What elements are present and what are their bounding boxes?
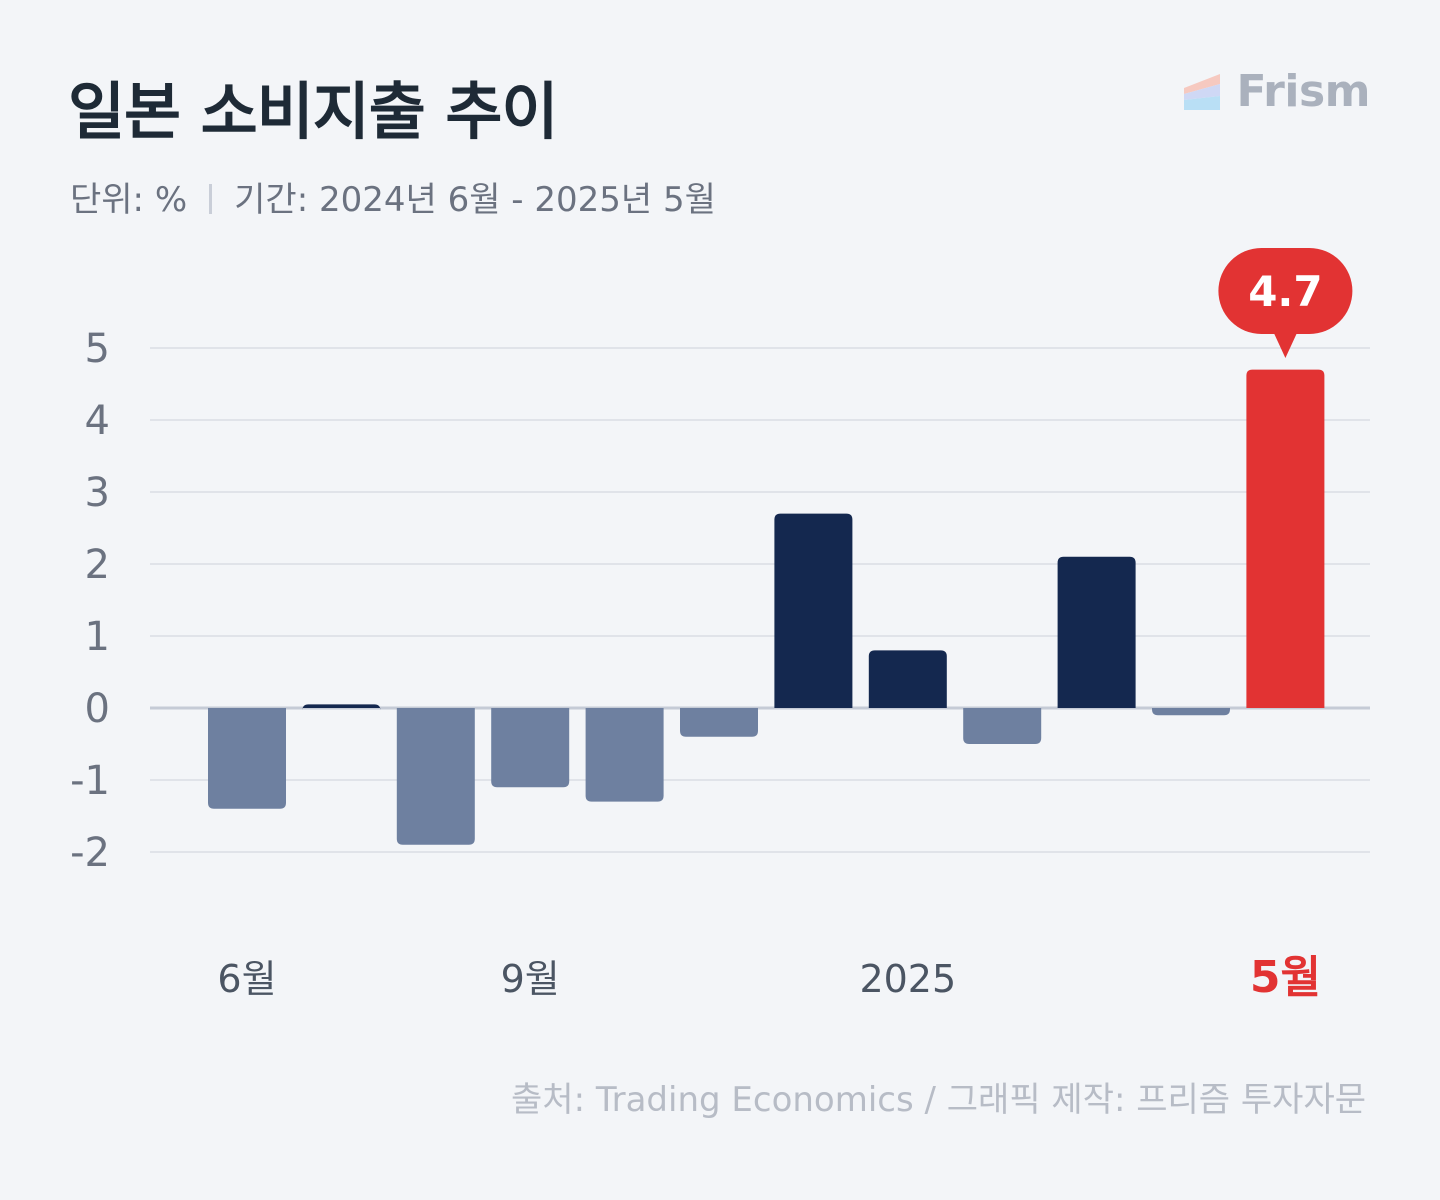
bar-2024-11 xyxy=(680,708,758,737)
callout-bubble xyxy=(1218,248,1353,334)
callout-pointer xyxy=(1273,332,1298,358)
callout-value: 4.7 xyxy=(1248,267,1322,316)
y-tick-label: -1 xyxy=(70,758,110,804)
bar-2024-08 xyxy=(396,708,475,845)
logo-text: Frism xyxy=(1236,66,1370,117)
x-tick-label: 5월 xyxy=(1250,952,1321,1003)
subtitle-divider xyxy=(209,183,213,214)
chart-title: 일본 소비지출 추이 xyxy=(68,75,558,148)
y-tick-label: 0 xyxy=(85,686,110,732)
bar-2024-12 xyxy=(774,513,853,708)
chart-subtitle: 단위: % 기간: 2024년 6월 - 2025년 5월 xyxy=(70,180,716,221)
brand-logo: Frism xyxy=(1182,66,1370,117)
x-tick-label: 9월 xyxy=(501,957,560,1001)
x-tick-label: 2025 xyxy=(859,957,956,1001)
bar-2024-06 xyxy=(208,708,286,809)
y-tick-label: 3 xyxy=(85,470,110,516)
bar-2025-04 xyxy=(1152,708,1230,716)
bar-2025-03 xyxy=(1057,556,1136,708)
bar-2025-05 xyxy=(1246,369,1325,708)
y-tick-label: 4 xyxy=(85,398,110,444)
bar-2024-10 xyxy=(585,708,664,802)
unit-label: 단위: % xyxy=(70,180,188,220)
y-tick-label: 5 xyxy=(85,326,110,372)
y-tick-label: 2 xyxy=(85,542,110,588)
bar-2025-02 xyxy=(963,708,1042,744)
y-tick-label: 1 xyxy=(85,614,110,660)
period-label: 기간: 2024년 6월 - 2025년 5월 xyxy=(234,180,716,220)
bar-2024-07 xyxy=(302,704,381,711)
source-credit: 출처: Trading Economics / 그래픽 제작: 프리즘 투자자문 xyxy=(511,1080,1366,1120)
y-tick-label: -2 xyxy=(70,830,110,876)
bar-2025-01 xyxy=(868,650,947,708)
x-tick-label: 6월 xyxy=(217,957,276,1001)
frism-logo-icon xyxy=(1184,73,1221,110)
bar-2024-09 xyxy=(491,708,570,788)
value-callout: 4.7 xyxy=(1218,248,1353,358)
